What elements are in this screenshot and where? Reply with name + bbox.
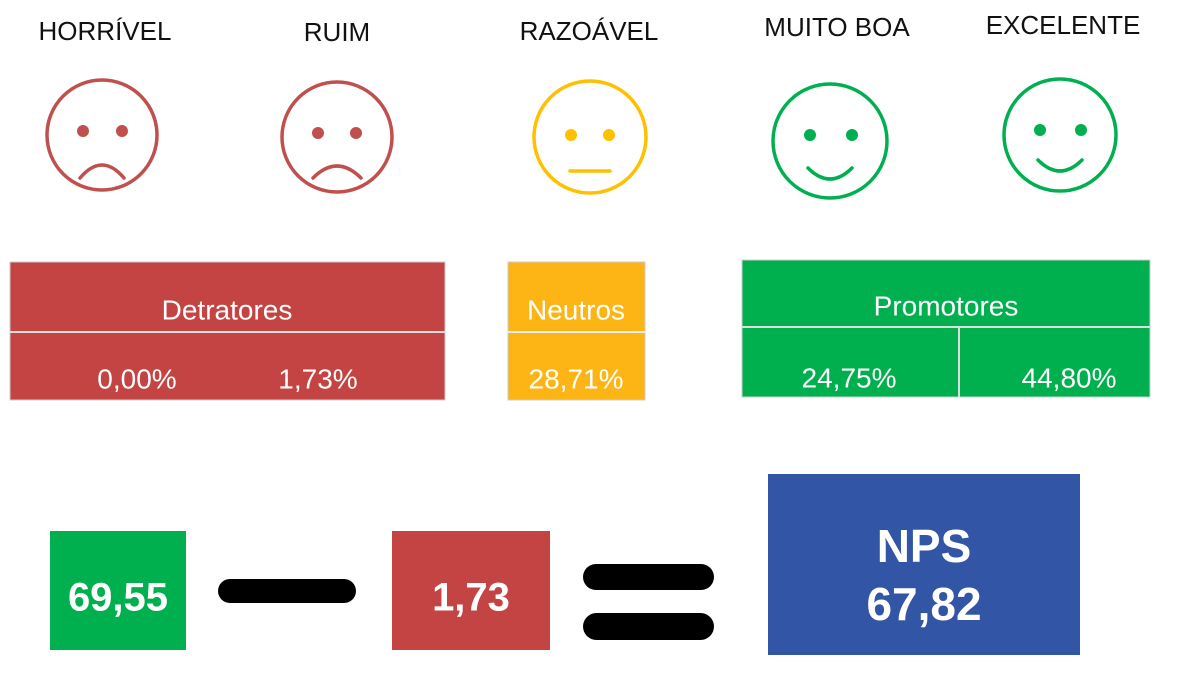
face-neutral — [532, 79, 648, 195]
face-happy — [1002, 77, 1118, 193]
rating-label: EXCELENTE — [986, 10, 1141, 40]
equals-sign — [583, 564, 714, 590]
rating-label: RAZOÁVEL — [520, 16, 659, 46]
group-box — [741, 259, 1151, 398]
equals-sign — [583, 613, 714, 640]
promoters-box — [50, 531, 186, 650]
detractors-value: 1,73 — [432, 576, 510, 620]
group-value: 44,80% — [1022, 362, 1117, 393]
group-value: 24,75% — [802, 362, 897, 393]
nps-value: 67,82 — [866, 578, 981, 630]
promoters-value: 69,55 — [68, 576, 168, 620]
group-name: Neutros — [527, 294, 625, 325]
rating-label: RUIM — [304, 17, 370, 47]
rating-label: MUITO BOA — [764, 12, 910, 42]
nps-label: NPS — [877, 520, 972, 572]
minus-sign — [218, 579, 356, 603]
group-value: 0,00% — [97, 363, 176, 394]
group-name: Detratores — [162, 294, 293, 325]
detractors-box — [392, 531, 550, 650]
nps-box — [768, 474, 1080, 655]
group-name: Promotores — [874, 290, 1019, 321]
face-sad — [280, 80, 394, 194]
face-sad — [45, 78, 159, 192]
group-value: 1,73% — [278, 363, 357, 394]
rating-label: HORRÍVEL — [39, 16, 172, 46]
face-happy — [771, 82, 889, 200]
group-value: 28,71% — [529, 363, 624, 394]
